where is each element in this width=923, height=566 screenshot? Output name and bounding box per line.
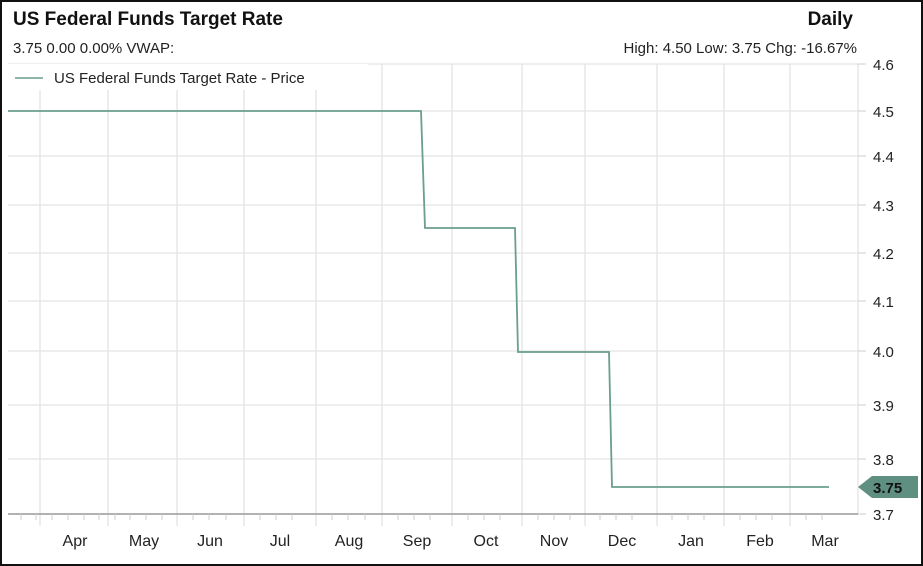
stats-summary: High: 4.50 Low: 3.75 Chg: -16.67%: [623, 40, 857, 57]
svg-text:3.9: 3.9: [873, 398, 894, 415]
series-line: [8, 110, 829, 488]
legend-label: US Federal Funds Target Rate - Price: [54, 70, 305, 87]
chart-title: US Federal Funds Target Rate: [13, 9, 283, 30]
svg-text:Aug: Aug: [335, 533, 363, 550]
svg-text:4.0: 4.0: [873, 344, 894, 361]
vertical-gridlines: [39, 64, 859, 526]
svg-text:4.3: 4.3: [873, 198, 894, 215]
svg-text:Mar: Mar: [811, 533, 839, 550]
svg-text:Jan: Jan: [678, 533, 704, 550]
x-axis-minor-ticks: [20, 514, 823, 520]
x-axis-labels: Apr May Jun Jul Aug Sep Oct Nov Dec Jan …: [63, 533, 840, 550]
svg-text:Jul: Jul: [270, 533, 290, 550]
horizontal-gridlines: [8, 63, 858, 460]
svg-text:Dec: Dec: [608, 533, 636, 550]
svg-text:4.6: 4.6: [873, 57, 894, 74]
svg-text:4.2: 4.2: [873, 246, 894, 263]
svg-text:3.7: 3.7: [873, 507, 894, 524]
legend-background: [8, 64, 368, 90]
svg-text:May: May: [129, 533, 159, 550]
svg-text:Oct: Oct: [474, 533, 499, 550]
svg-text:Feb: Feb: [746, 533, 774, 550]
last-value-badge: 3.75: [858, 476, 918, 498]
y-axis-ticks: [858, 63, 866, 515]
svg-text:4.1: 4.1: [873, 294, 894, 311]
period-label: Daily: [807, 9, 853, 30]
quote-summary: 3.75 0.00 0.00% VWAP:: [13, 40, 175, 57]
svg-text:4.4: 4.4: [873, 149, 894, 166]
svg-text:Nov: Nov: [540, 533, 568, 550]
svg-text:4.5: 4.5: [873, 104, 894, 121]
svg-text:Apr: Apr: [63, 533, 89, 550]
svg-text:3.75: 3.75: [873, 480, 902, 497]
svg-text:3.8: 3.8: [873, 452, 894, 469]
svg-text:Jun: Jun: [197, 533, 223, 550]
y-axis-labels: 4.6 4.5 4.4 4.3 4.2 4.1 4.0 3.9 3.8 3.7: [873, 57, 894, 524]
svg-text:Sep: Sep: [403, 533, 432, 550]
